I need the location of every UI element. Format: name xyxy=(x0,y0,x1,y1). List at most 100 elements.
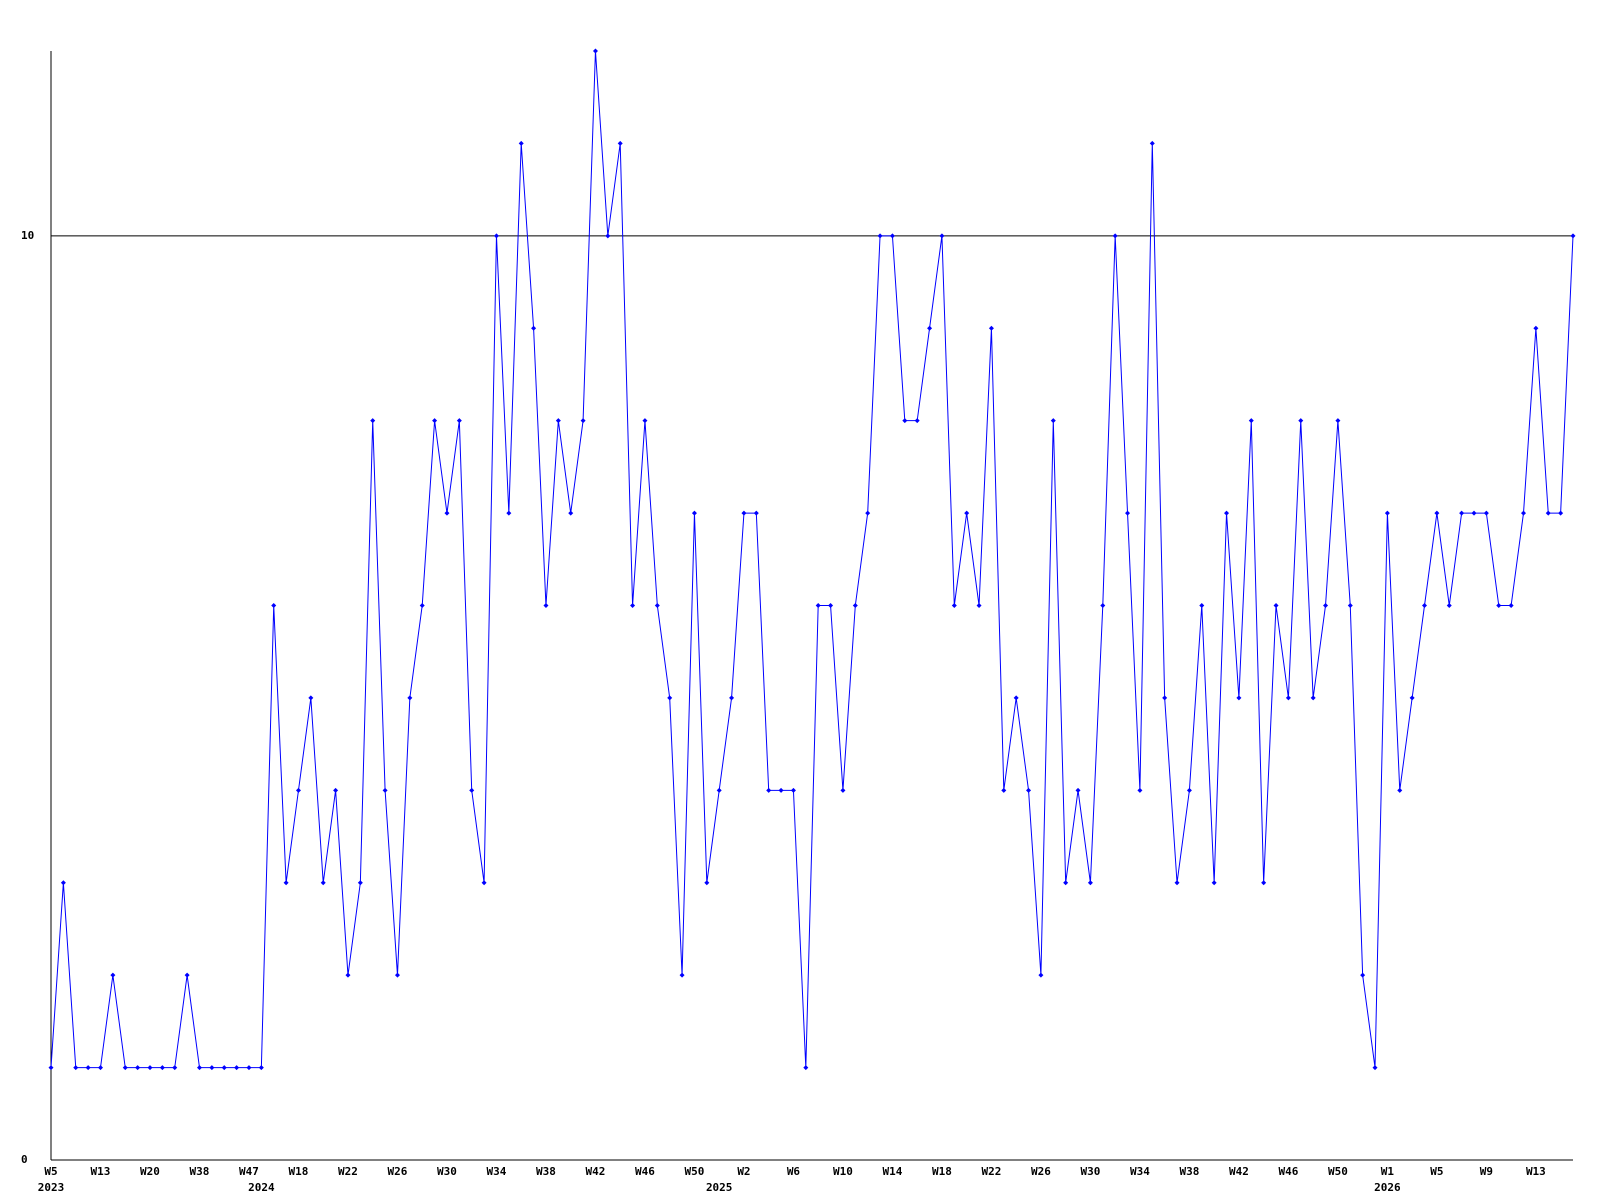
point xyxy=(1273,603,1279,608)
point xyxy=(444,510,450,516)
point xyxy=(1323,603,1329,608)
point xyxy=(790,787,796,793)
point xyxy=(691,510,697,516)
y-tick-label: 10 xyxy=(21,229,34,242)
point xyxy=(1496,603,1502,608)
x-tick-label: W18 xyxy=(289,1165,309,1178)
point xyxy=(1521,510,1527,516)
point xyxy=(988,325,994,331)
point xyxy=(1100,603,1106,608)
point xyxy=(741,510,747,516)
point xyxy=(1261,880,1267,886)
point xyxy=(135,1065,141,1071)
point xyxy=(419,603,425,608)
x-tick-label: W26 xyxy=(1031,1165,1051,1178)
point xyxy=(630,603,636,608)
x-tick-label: W26 xyxy=(388,1165,408,1178)
point xyxy=(1248,418,1254,424)
point xyxy=(543,603,549,608)
x-year-label: 2024 xyxy=(248,1181,275,1194)
point xyxy=(320,880,326,886)
point xyxy=(1471,510,1477,516)
point xyxy=(753,510,759,516)
point xyxy=(729,695,735,701)
point xyxy=(456,418,462,424)
point xyxy=(840,787,846,793)
series-line xyxy=(50,50,1574,1069)
point xyxy=(1199,603,1205,608)
point xyxy=(394,972,400,978)
point xyxy=(122,1065,128,1071)
point xyxy=(196,1065,202,1071)
point xyxy=(1533,325,1539,331)
point xyxy=(531,325,537,331)
point xyxy=(1372,1065,1378,1071)
point xyxy=(1347,603,1353,608)
x-tick-label: W50 xyxy=(685,1165,705,1178)
point xyxy=(184,972,190,978)
point xyxy=(246,1065,252,1071)
point xyxy=(828,603,834,608)
point xyxy=(679,972,685,978)
point xyxy=(1384,510,1390,516)
point xyxy=(1545,510,1551,516)
point xyxy=(370,418,376,424)
point xyxy=(1137,787,1143,793)
x-tick-label: W22 xyxy=(981,1165,1001,1178)
point xyxy=(345,972,351,978)
point xyxy=(159,1065,165,1071)
point xyxy=(1459,510,1465,516)
point xyxy=(469,787,475,793)
point xyxy=(555,418,561,424)
point xyxy=(803,1065,809,1071)
point xyxy=(1298,418,1304,424)
x-tick-label: W18 xyxy=(932,1165,952,1178)
point xyxy=(1285,695,1291,701)
x-tick-label: W34 xyxy=(487,1165,507,1178)
x-tick-label: W20 xyxy=(140,1165,160,1178)
x-tick-label: W22 xyxy=(338,1165,358,1178)
point xyxy=(110,972,116,978)
point xyxy=(927,325,933,331)
point xyxy=(580,418,586,424)
point xyxy=(642,418,648,424)
point xyxy=(172,1065,178,1071)
x-year-label: 2023 xyxy=(38,1181,65,1194)
point xyxy=(85,1065,91,1071)
point xyxy=(1013,695,1019,701)
x-tick-label: W50 xyxy=(1328,1165,1348,1178)
point xyxy=(147,1065,153,1071)
point xyxy=(1434,510,1440,516)
x-tick-label: W14 xyxy=(882,1165,902,1178)
x-tick-label: W6 xyxy=(787,1165,801,1178)
point xyxy=(654,603,660,608)
point xyxy=(1310,695,1316,701)
point xyxy=(951,603,957,608)
point xyxy=(877,233,883,239)
point xyxy=(97,1065,103,1071)
y-tick-label: 0 xyxy=(21,1153,28,1166)
x-tick-label: W46 xyxy=(635,1165,655,1178)
point xyxy=(308,695,314,701)
point xyxy=(1409,695,1415,701)
x-tick-label: W5 xyxy=(44,1165,57,1178)
point xyxy=(778,787,784,793)
point xyxy=(1001,787,1007,793)
x-tick-label: W30 xyxy=(437,1165,457,1178)
point xyxy=(283,880,289,886)
point xyxy=(1112,233,1118,239)
point xyxy=(852,603,858,608)
x-tick-label: W1 xyxy=(1381,1165,1395,1178)
x-tick-label: W2 xyxy=(737,1165,750,1178)
x-tick-label: W46 xyxy=(1278,1165,1298,1178)
point xyxy=(1570,233,1576,239)
point xyxy=(1508,603,1514,608)
point xyxy=(271,603,277,608)
x-tick-label: W10 xyxy=(833,1165,853,1178)
x-tick-label: W47 xyxy=(239,1165,259,1178)
point xyxy=(493,233,499,239)
point xyxy=(617,140,623,146)
x-tick-label: W42 xyxy=(1229,1165,1249,1178)
x-year-label: 2026 xyxy=(1374,1181,1401,1194)
point xyxy=(1186,787,1192,793)
